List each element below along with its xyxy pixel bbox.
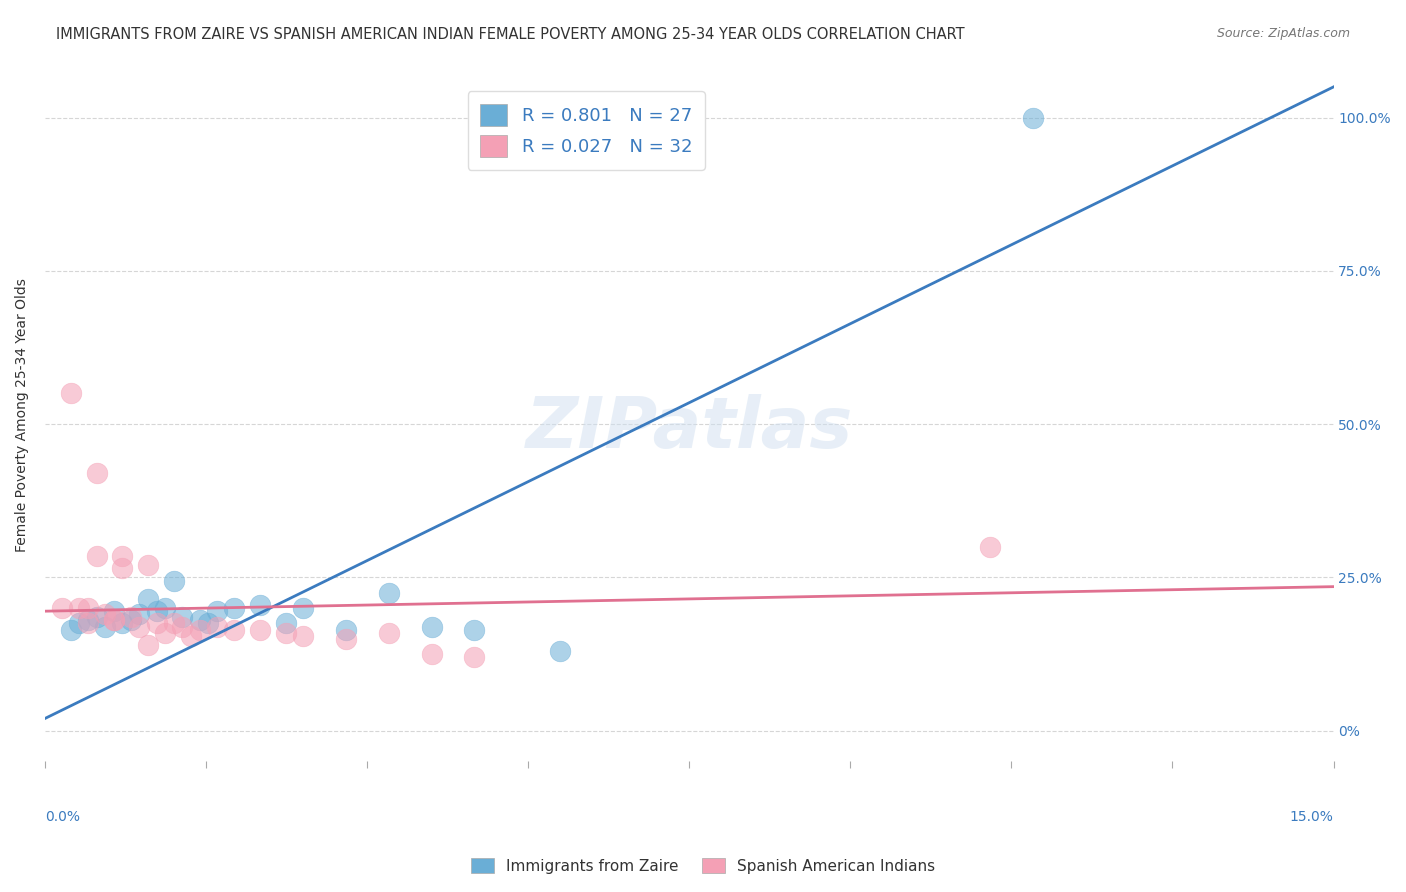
Spanish American Indians — [163, 616, 186, 631]
Immigrants from Zaire — [377, 586, 399, 600]
Immigrants from Zaire — [59, 623, 82, 637]
Spanish American Indians — [103, 613, 125, 627]
Immigrants from Zaire — [249, 598, 271, 612]
Spanish American Indians — [94, 607, 117, 622]
Immigrants from Zaire — [222, 601, 245, 615]
Spanish American Indians — [103, 613, 125, 627]
Immigrants from Zaire — [550, 644, 572, 658]
Immigrants from Zaire — [103, 604, 125, 618]
Text: IMMIGRANTS FROM ZAIRE VS SPANISH AMERICAN INDIAN FEMALE POVERTY AMONG 25-34 YEAR: IMMIGRANTS FROM ZAIRE VS SPANISH AMERICA… — [56, 27, 965, 42]
Immigrants from Zaire — [197, 616, 219, 631]
Text: 0.0%: 0.0% — [45, 810, 80, 824]
Spanish American Indians — [155, 625, 177, 640]
Immigrants from Zaire — [136, 591, 159, 606]
Spanish American Indians — [67, 601, 90, 615]
Immigrants from Zaire — [172, 610, 194, 624]
Spanish American Indians — [136, 558, 159, 573]
Spanish American Indians — [77, 601, 100, 615]
Spanish American Indians — [188, 623, 211, 637]
Spanish American Indians — [377, 625, 399, 640]
Immigrants from Zaire — [155, 601, 177, 615]
Immigrants from Zaire — [128, 607, 150, 622]
Immigrants from Zaire — [94, 619, 117, 633]
Immigrants from Zaire — [111, 616, 134, 631]
Text: 15.0%: 15.0% — [1289, 810, 1333, 824]
Spanish American Indians — [120, 610, 142, 624]
Spanish American Indians — [111, 549, 134, 563]
Spanish American Indians — [145, 616, 167, 631]
Spanish American Indians — [291, 629, 314, 643]
Spanish American Indians — [86, 549, 108, 563]
Text: ZIPatlas: ZIPatlas — [526, 394, 853, 463]
Spanish American Indians — [249, 623, 271, 637]
Immigrants from Zaire — [291, 601, 314, 615]
Spanish American Indians — [420, 647, 443, 661]
Immigrants from Zaire — [463, 623, 485, 637]
Text: Source: ZipAtlas.com: Source: ZipAtlas.com — [1216, 27, 1350, 40]
Spanish American Indians — [128, 619, 150, 633]
Spanish American Indians — [111, 561, 134, 575]
Spanish American Indians — [180, 629, 202, 643]
Spanish American Indians — [59, 386, 82, 401]
Legend: R = 0.801   N = 27, R = 0.027   N = 32: R = 0.801 N = 27, R = 0.027 N = 32 — [468, 91, 704, 169]
Spanish American Indians — [335, 632, 357, 646]
Immigrants from Zaire — [205, 604, 228, 618]
Spanish American Indians — [463, 650, 485, 665]
Legend: Immigrants from Zaire, Spanish American Indians: Immigrants from Zaire, Spanish American … — [465, 852, 941, 880]
Spanish American Indians — [77, 616, 100, 631]
Y-axis label: Female Poverty Among 25-34 Year Olds: Female Poverty Among 25-34 Year Olds — [15, 278, 30, 552]
Immigrants from Zaire — [420, 619, 443, 633]
Immigrants from Zaire — [86, 610, 108, 624]
Immigrants from Zaire — [274, 616, 297, 631]
Spanish American Indians — [205, 619, 228, 633]
Spanish American Indians — [172, 619, 194, 633]
Immigrants from Zaire — [145, 604, 167, 618]
Spanish American Indians — [51, 601, 73, 615]
Spanish American Indians — [222, 623, 245, 637]
Immigrants from Zaire — [335, 623, 357, 637]
Spanish American Indians — [979, 540, 1001, 554]
Immigrants from Zaire — [188, 613, 211, 627]
Immigrants from Zaire — [1022, 111, 1045, 125]
Immigrants from Zaire — [77, 613, 100, 627]
Immigrants from Zaire — [120, 613, 142, 627]
Spanish American Indians — [86, 467, 108, 481]
Immigrants from Zaire — [67, 616, 90, 631]
Spanish American Indians — [136, 638, 159, 652]
Immigrants from Zaire — [163, 574, 186, 588]
Spanish American Indians — [274, 625, 297, 640]
